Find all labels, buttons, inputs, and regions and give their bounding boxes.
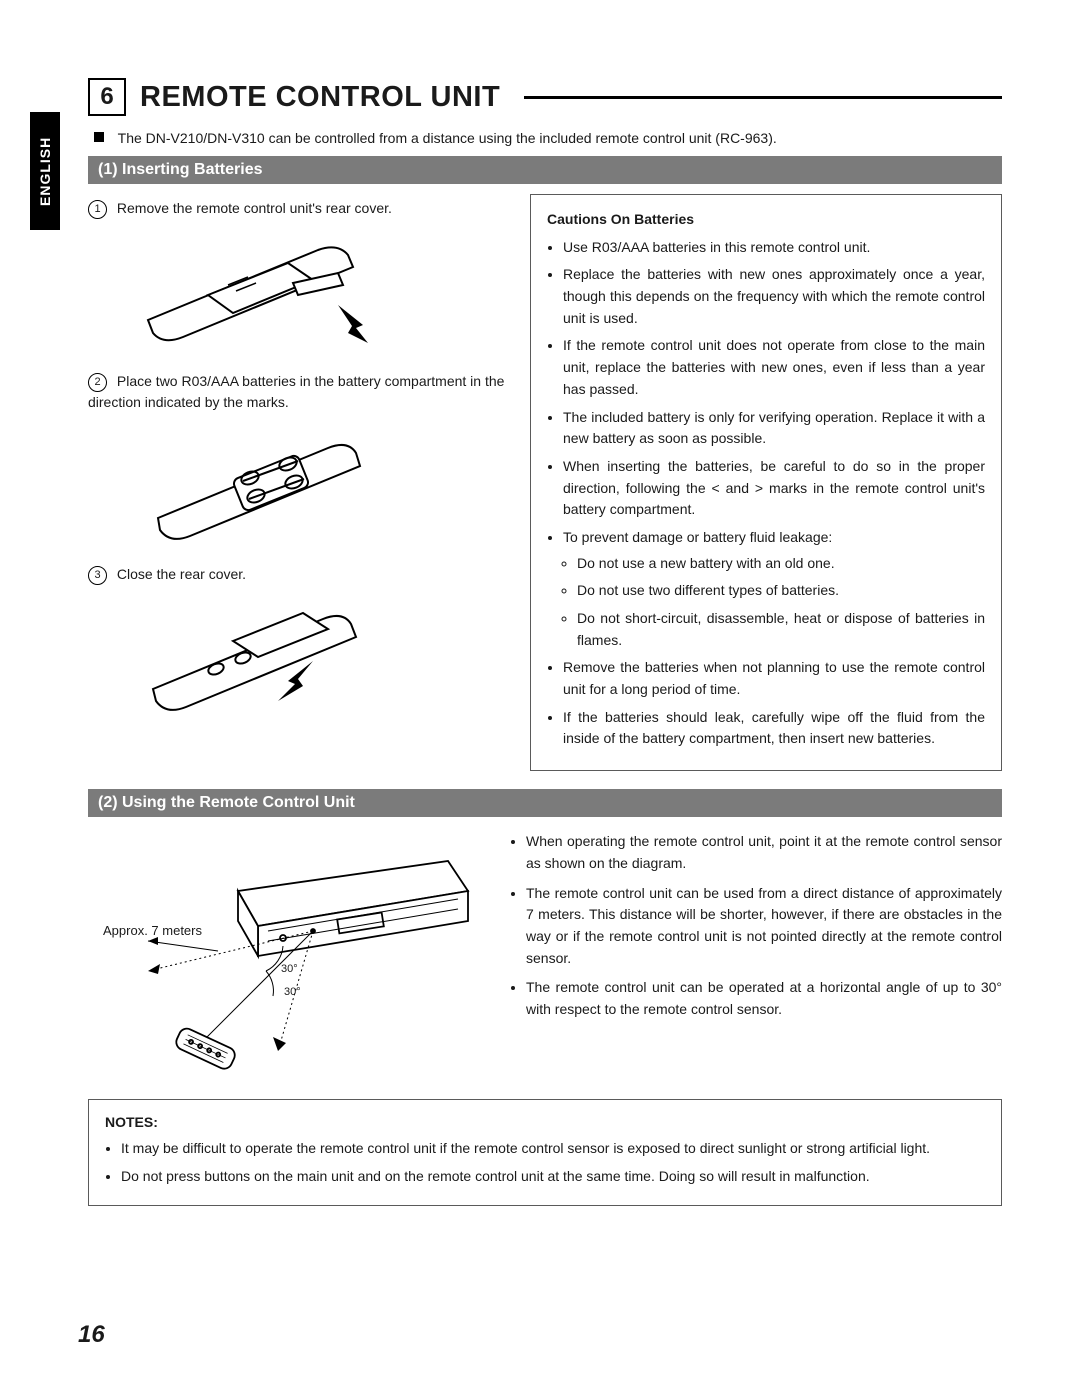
step-2: 2 Place two R03/AAA batteries in the bat…	[88, 371, 508, 412]
illustration-insert-batteries	[138, 418, 398, 558]
caution-item: The included battery is only for verifyi…	[563, 407, 985, 450]
intro-paragraph: The DN-V210/DN-V310 can be controlled fr…	[94, 130, 1002, 146]
use-item: When operating the remote control unit, …	[526, 831, 1002, 874]
cautions-column: Cautions On Batteries Use R03/AAA batter…	[530, 194, 1002, 771]
step-number-icon: 3	[88, 566, 107, 585]
use-item: The remote control unit can be operated …	[526, 977, 1002, 1020]
caution-item: If the batteries should leak, carefully …	[563, 707, 985, 750]
section-heading-row: 6 REMOTE CONTROL UNIT	[88, 78, 1002, 116]
subsection-2-bar: (2) Using the Remote Control Unit	[88, 789, 1002, 817]
note-item: It may be difficult to operate the remot…	[121, 1138, 985, 1160]
using-remote-list: When operating the remote control unit, …	[510, 831, 1002, 1021]
using-remote-text: When operating the remote control unit, …	[510, 831, 1002, 1081]
caution-subitem: Do not use two different types of batter…	[577, 580, 985, 602]
step-3: 3 Close the rear cover.	[88, 564, 508, 585]
caution-item-text: To prevent damage or battery fluid leaka…	[563, 529, 832, 545]
using-remote-row: Approx. 7 meters 30° 30° When operating …	[88, 831, 1002, 1081]
step-3-text: Close the rear cover.	[117, 566, 246, 582]
caution-item: If the remote control unit does not oper…	[563, 335, 985, 400]
subsection-1-bar: (1) Inserting Batteries	[88, 156, 1002, 184]
illustration-remove-cover	[138, 225, 398, 365]
language-tab: ENGLISH	[30, 112, 60, 230]
cautions-box: Cautions On Batteries Use R03/AAA batter…	[530, 194, 1002, 771]
intro-text: The DN-V210/DN-V310 can be controlled fr…	[118, 130, 777, 146]
caution-item: To prevent damage or battery fluid leaka…	[563, 527, 985, 651]
angle-label-2: 30°	[284, 986, 301, 998]
page-number: 16	[78, 1321, 105, 1349]
notes-list: It may be difficult to operate the remot…	[105, 1138, 985, 1187]
step-number-icon: 2	[88, 373, 107, 392]
angle-label-1: 30°	[281, 963, 298, 975]
square-bullet-icon	[94, 132, 104, 142]
steps-column: 1 Remove the remote control unit's rear …	[88, 194, 508, 771]
distance-label: Approx. 7 meters	[103, 923, 202, 938]
caution-subitem: Do not use a new battery with an old one…	[577, 553, 985, 575]
caution-subitem: Do not short-circuit, disassemble, heat …	[577, 608, 985, 651]
section-number-box: 6	[88, 78, 126, 116]
step-1: 1 Remove the remote control unit's rear …	[88, 198, 508, 219]
inserting-batteries-columns: 1 Remove the remote control unit's rear …	[88, 194, 1002, 771]
section-title: REMOTE CONTROL UNIT	[140, 81, 500, 114]
caution-item: When inserting the batteries, be careful…	[563, 456, 985, 521]
step-number-icon: 1	[88, 200, 107, 219]
step-1-text: Remove the remote control unit's rear co…	[117, 200, 392, 216]
cautions-title: Cautions On Batteries	[547, 209, 985, 231]
notes-box: NOTES: It may be difficult to operate th…	[88, 1099, 1002, 1206]
illustration-remote-range: Approx. 7 meters 30° 30°	[88, 831, 488, 1081]
cautions-list: Use R03/AAA batteries in this remote con…	[547, 237, 985, 750]
caution-item: Use R03/AAA batteries in this remote con…	[563, 237, 985, 259]
caution-sublist: Do not use a new battery with an old one…	[563, 553, 985, 652]
notes-title: NOTES:	[105, 1112, 985, 1134]
heading-rule	[524, 96, 1002, 99]
caution-item: Replace the batteries with new ones appr…	[563, 264, 985, 329]
manual-page: ENGLISH 6 REMOTE CONTROL UNIT The DN-V21…	[0, 0, 1080, 1397]
subsection-2: (2) Using the Remote Control Unit	[88, 789, 1002, 1206]
illustration-close-cover	[138, 591, 398, 731]
step-2-text: Place two R03/AAA batteries in the batte…	[88, 373, 504, 410]
page-content: 6 REMOTE CONTROL UNIT The DN-V210/DN-V31…	[88, 78, 1002, 1206]
use-item: The remote control unit can be used from…	[526, 883, 1002, 970]
note-item: Do not press buttons on the main unit an…	[121, 1166, 985, 1188]
caution-item: Remove the batteries when not planning t…	[563, 657, 985, 700]
